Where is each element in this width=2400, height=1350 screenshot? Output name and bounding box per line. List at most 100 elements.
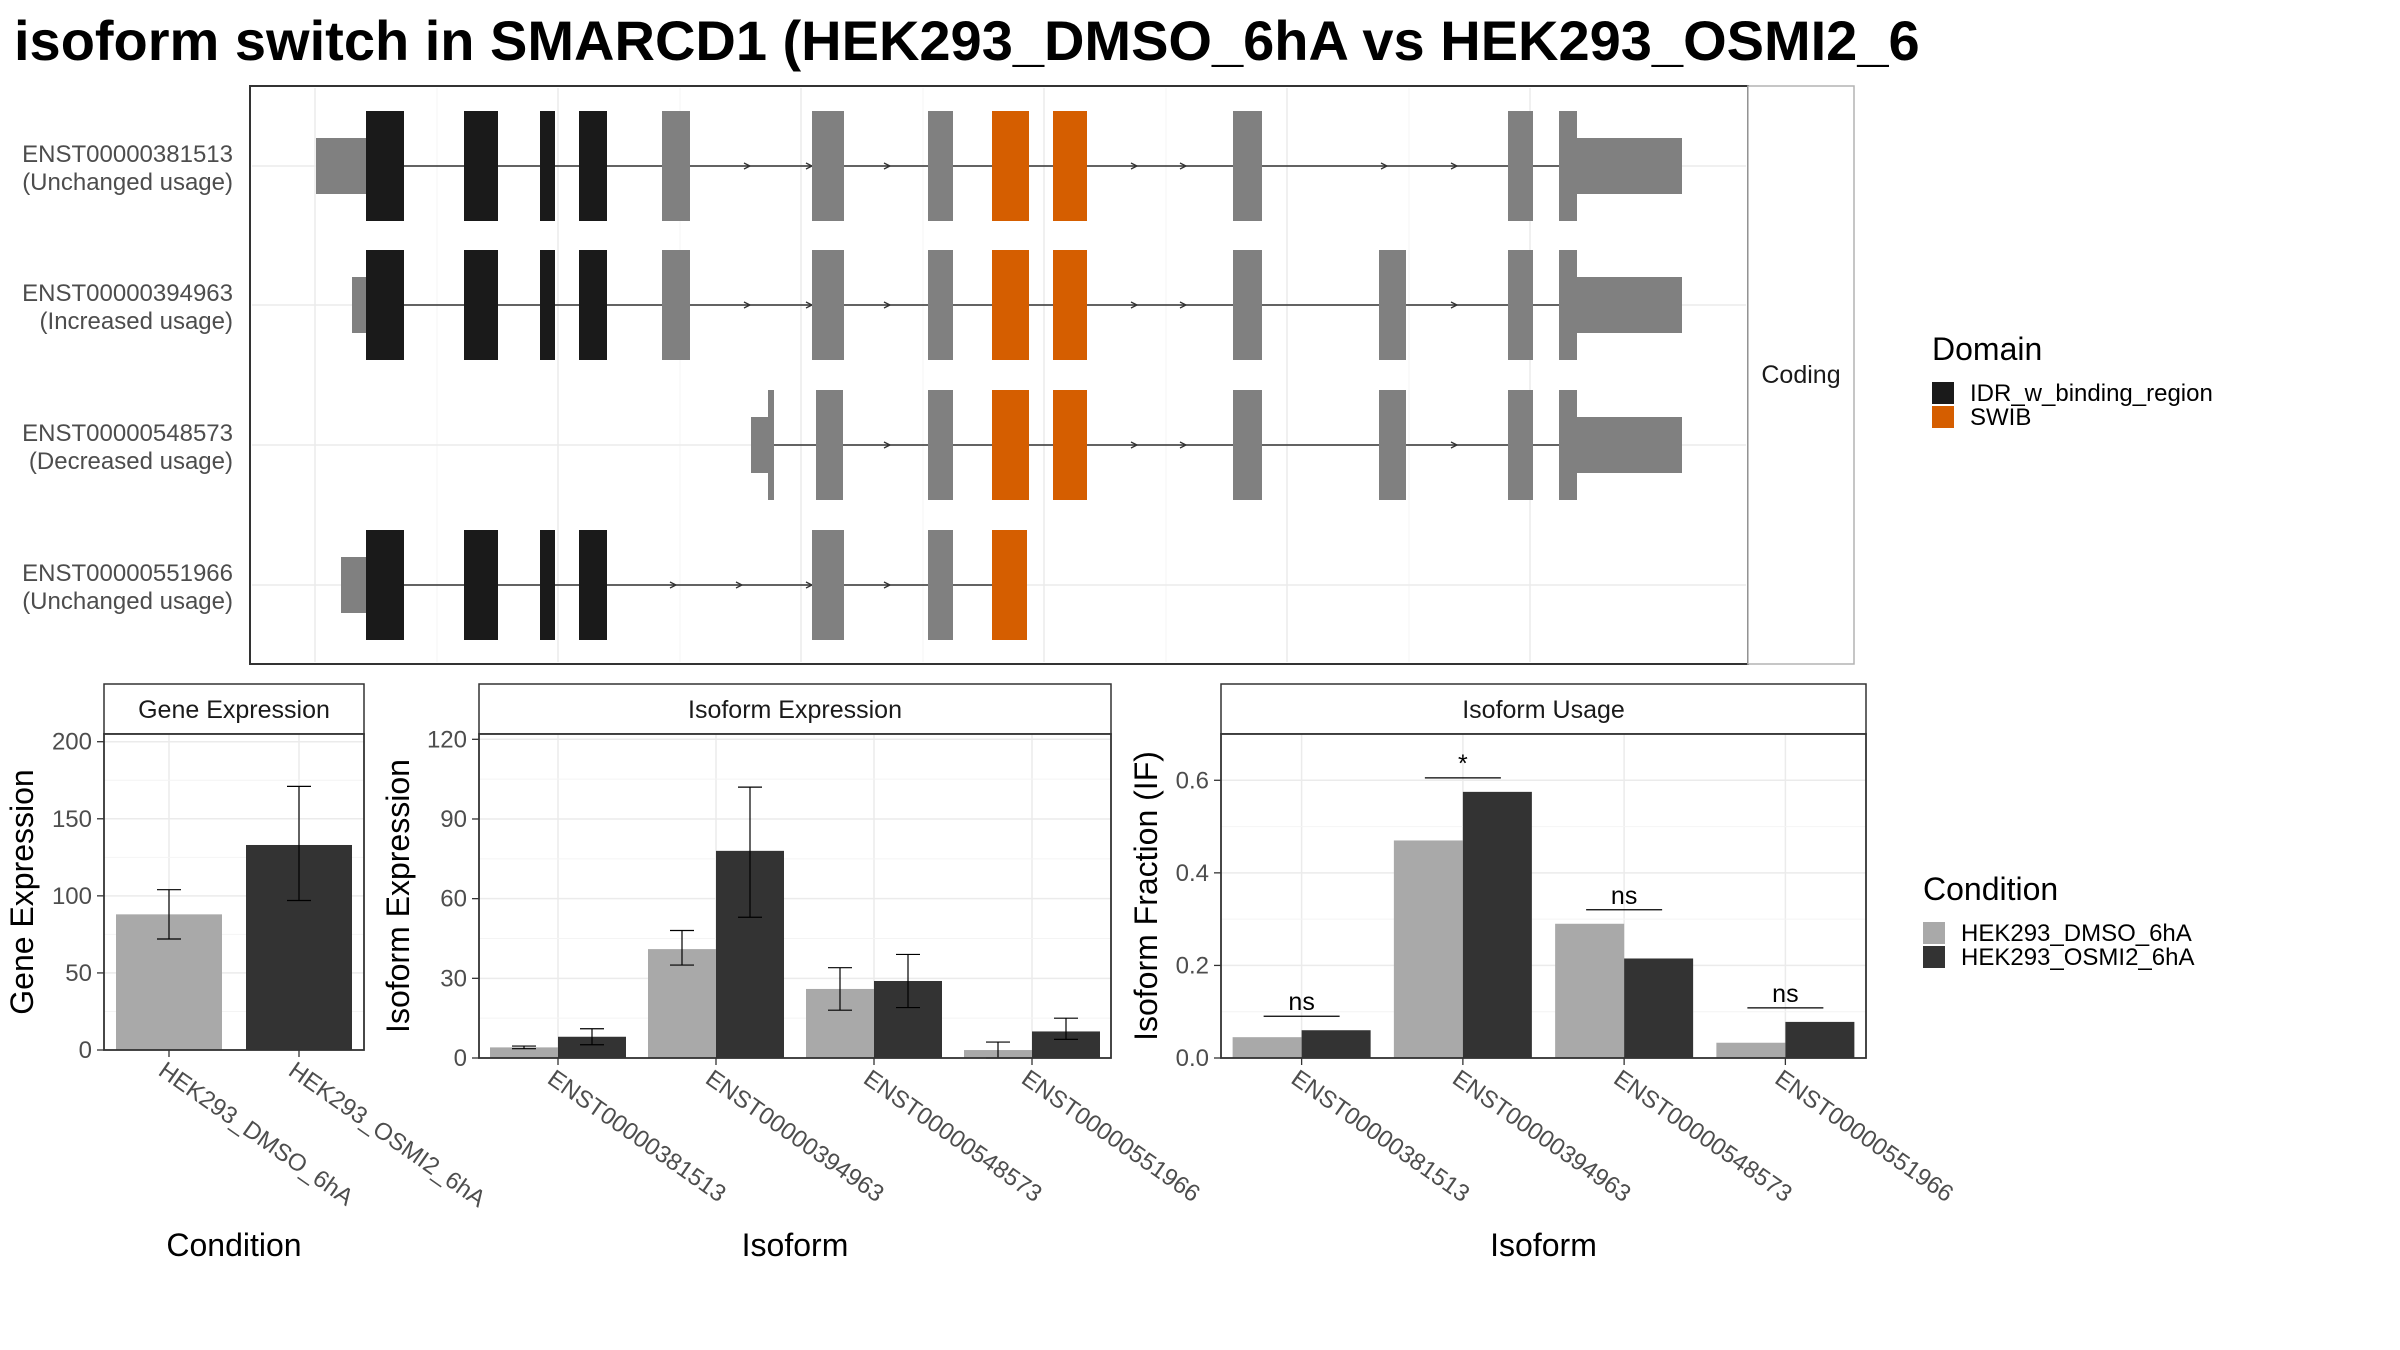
coding-exon bbox=[812, 530, 844, 640]
significance-label: * bbox=[1458, 750, 1468, 778]
intron-direction-arrow bbox=[1130, 301, 1139, 309]
bar bbox=[1393, 840, 1463, 1058]
condition-legend-label-osmi2: HEK293_OSMI2_6hA bbox=[1961, 944, 2194, 971]
error-bar bbox=[580, 1028, 604, 1046]
intron-direction-arrow bbox=[743, 162, 752, 170]
bar bbox=[558, 1036, 626, 1058]
utr-exon bbox=[1576, 277, 1682, 333]
utr-exon bbox=[341, 557, 368, 613]
intron-direction-arrow bbox=[743, 301, 752, 309]
chart-panel bbox=[479, 734, 1111, 1058]
coding-exon bbox=[1508, 390, 1533, 500]
coding-exon bbox=[1559, 250, 1577, 360]
idr-domain-exon bbox=[366, 530, 404, 640]
idr-domain-exon bbox=[464, 250, 498, 360]
coding-exon bbox=[812, 250, 844, 360]
coding-exon bbox=[662, 250, 690, 360]
significance-label: ns bbox=[1288, 988, 1314, 1016]
transcript-status-label: (Increased usage) bbox=[40, 308, 233, 335]
coding-exon bbox=[1559, 111, 1577, 221]
swib-domain-exon bbox=[992, 530, 1027, 640]
error-bar bbox=[157, 889, 181, 940]
transcript-id-label: ENST00000381513 bbox=[22, 141, 233, 168]
bar bbox=[1555, 923, 1625, 1058]
domain-legend-label-swib: SWIB bbox=[1970, 404, 2031, 431]
error-bar bbox=[896, 953, 920, 1009]
main-title: isoform switch in SMARCD1 (HEK293_DMSO_6… bbox=[14, 9, 1920, 72]
error-bar bbox=[670, 929, 694, 966]
condition-legend-label-dmso: HEK293_DMSO_6hA bbox=[1961, 920, 2192, 947]
idr-domain-exon bbox=[540, 111, 555, 221]
y-tick-label: 50 bbox=[65, 960, 92, 987]
utr-exon bbox=[1576, 138, 1682, 194]
chart-panel-border bbox=[1220, 733, 1867, 1059]
y-tick-label: 0.2 bbox=[1176, 952, 1209, 979]
bar bbox=[1785, 1021, 1855, 1058]
x-tick-label: ENST00000551966 bbox=[1770, 1065, 1958, 1208]
idr-domain-exon bbox=[540, 250, 555, 360]
transcript-id-label: ENST00000551966 bbox=[22, 560, 233, 587]
intron-direction-arrow bbox=[883, 581, 892, 589]
coding-exon bbox=[928, 111, 953, 221]
idr-domain-exon bbox=[464, 530, 498, 640]
bar bbox=[1624, 958, 1694, 1058]
intron-direction-arrow bbox=[883, 162, 892, 170]
swib-domain-exon bbox=[992, 111, 1029, 221]
intron-direction-arrow bbox=[1130, 441, 1139, 449]
y-tick-label: 100 bbox=[52, 883, 92, 910]
intron-direction-arrow bbox=[883, 301, 892, 309]
utr-exon bbox=[352, 277, 368, 333]
domain-legend-key-swib bbox=[1932, 406, 1954, 428]
idr-domain-exon bbox=[464, 111, 498, 221]
coding-strip-label: Coding bbox=[1761, 361, 1840, 389]
idr-domain-exon bbox=[366, 250, 404, 360]
chart-panel bbox=[1221, 734, 1866, 1058]
intron-direction-arrow bbox=[883, 441, 892, 449]
idr-domain-exon bbox=[579, 530, 607, 640]
transcript-status-label: (Unchanged usage) bbox=[22, 169, 233, 196]
y-tick-label: 0.0 bbox=[1176, 1045, 1209, 1072]
x-axis-title: Isoform bbox=[1490, 1227, 1597, 1263]
swib-domain-exon bbox=[992, 250, 1029, 360]
swib-domain-exon bbox=[1053, 250, 1087, 360]
idr-domain-exon bbox=[579, 111, 607, 221]
error-bar bbox=[738, 786, 762, 918]
chart-strip bbox=[1220, 683, 1867, 735]
utr-exon bbox=[1576, 417, 1682, 473]
y-axis-title: Gene Expression bbox=[4, 769, 40, 1014]
transcript-id-label: ENST00000548573 bbox=[22, 420, 233, 447]
coding-exon bbox=[928, 530, 953, 640]
coding-exon bbox=[816, 390, 843, 500]
bar bbox=[1232, 1037, 1302, 1058]
intron-direction-arrow bbox=[1450, 162, 1459, 170]
bar bbox=[1716, 1042, 1786, 1058]
y-tick-label: 30 bbox=[440, 965, 467, 992]
intron-direction-arrow bbox=[1179, 441, 1188, 449]
gene-expression-chart: Gene Expression050100150200HEK293_DMSO_6… bbox=[4, 683, 490, 1263]
x-tick-label: ENST00000548573 bbox=[1609, 1065, 1797, 1208]
chart-panel-border bbox=[103, 733, 365, 1051]
utr-exon bbox=[751, 417, 771, 473]
utr-exon bbox=[316, 138, 368, 194]
coding-exon bbox=[1508, 111, 1533, 221]
y-tick-label: 150 bbox=[52, 806, 92, 833]
y-axis-title: Isoform Fraction (IF) bbox=[1128, 751, 1164, 1041]
y-tick-label: 90 bbox=[440, 806, 467, 833]
coding-exon bbox=[1233, 250, 1262, 360]
condition-legend: Condition HEK293_DMSO_6hA HEK293_OSMI2_6… bbox=[1923, 871, 2194, 971]
coding-exon bbox=[812, 111, 844, 221]
intron-direction-arrow bbox=[1130, 162, 1139, 170]
swib-domain-exon bbox=[992, 390, 1029, 500]
domain-legend: Domain IDR_w_binding_region SWIB bbox=[1932, 331, 2213, 431]
domain-legend-title: Domain bbox=[1932, 331, 2042, 367]
x-axis-title: Isoform bbox=[742, 1227, 849, 1263]
chart-title: Isoform Usage bbox=[1462, 696, 1625, 724]
coding-exon bbox=[1379, 390, 1406, 500]
coding-exon bbox=[768, 390, 774, 500]
y-tick-label: 0 bbox=[454, 1045, 467, 1072]
chart-strip bbox=[478, 683, 1112, 735]
coding-exon bbox=[1233, 111, 1262, 221]
y-tick-label: 200 bbox=[52, 729, 92, 756]
coding-exon bbox=[1379, 250, 1406, 360]
coding-exon bbox=[1559, 390, 1577, 500]
